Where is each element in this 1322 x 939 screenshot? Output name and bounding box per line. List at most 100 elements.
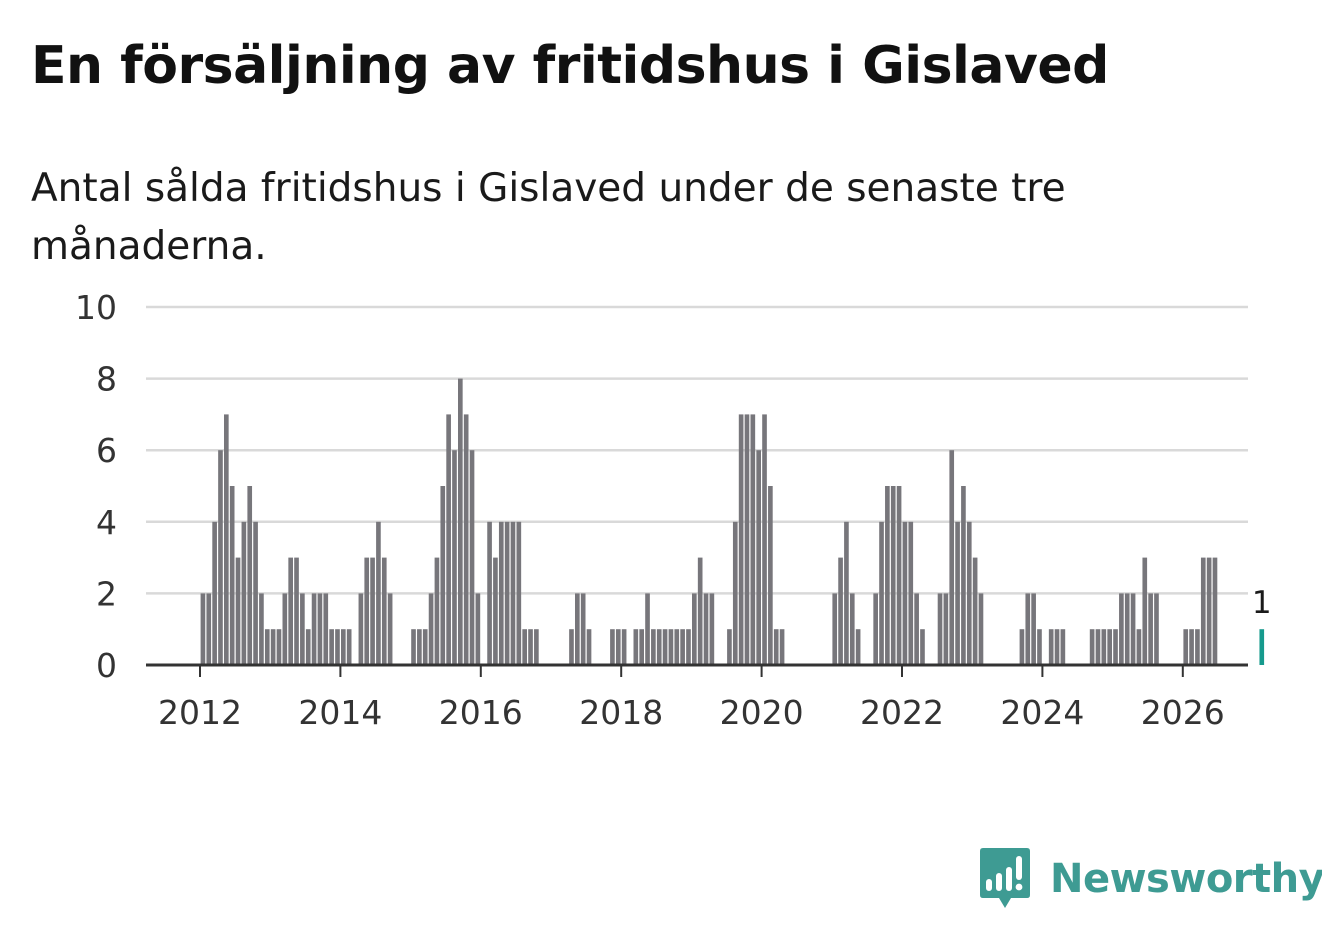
bar (966, 521, 972, 665)
bar (972, 557, 978, 665)
bar (498, 521, 504, 665)
bar (873, 593, 878, 665)
bar (645, 593, 650, 665)
bar (276, 629, 282, 665)
bar (335, 629, 340, 665)
y-tick-label: 10 (75, 288, 117, 327)
bar (569, 629, 574, 665)
bar (779, 629, 785, 665)
x-tick-label: 2016 (439, 693, 523, 732)
bar (756, 450, 761, 665)
y-tick-label: 4 (96, 503, 117, 542)
bar (294, 557, 299, 665)
bar (212, 521, 217, 665)
bar (264, 629, 270, 665)
x-tick-label: 2022 (860, 693, 944, 732)
bar (697, 557, 703, 665)
bar (300, 593, 305, 665)
bar (639, 629, 644, 665)
bar (738, 414, 744, 665)
bar (1089, 629, 1095, 665)
bar (1095, 629, 1101, 665)
bar (1195, 629, 1200, 665)
bar (703, 593, 709, 665)
bar (668, 629, 674, 665)
bar (487, 521, 492, 665)
bar (914, 593, 919, 665)
bar (896, 486, 902, 665)
bar (744, 414, 750, 665)
bar (224, 414, 229, 665)
bar (504, 521, 510, 665)
x-tick-label: 2018 (579, 693, 663, 732)
bar (475, 593, 481, 665)
bar (1206, 557, 1212, 665)
bar (615, 629, 621, 665)
bar (920, 629, 925, 665)
bar (259, 593, 264, 665)
bar-chart: 0 2 4 6 8 10 1 2012 2014 2016 2018 2020 2022 2024 2026 (75, 288, 1272, 732)
y-tick-label: 6 (96, 431, 117, 470)
bar (885, 486, 890, 665)
x-tick-label: 2026 (1141, 693, 1225, 732)
brand-name: Newsworthy (1050, 856, 1322, 902)
bar (1189, 629, 1194, 665)
bar (651, 629, 656, 665)
bar (270, 629, 276, 665)
bar (463, 414, 469, 665)
bar (1025, 593, 1031, 665)
bar (434, 557, 440, 665)
bar (376, 521, 381, 665)
bar (727, 629, 732, 665)
bar (1019, 629, 1025, 665)
bar (534, 629, 539, 665)
x-tick-label: 2024 (1000, 693, 1084, 732)
bar (662, 629, 668, 665)
x-tick-label: 2012 (158, 693, 242, 732)
bar (341, 629, 346, 665)
bar (346, 629, 352, 665)
bar (317, 593, 323, 665)
bar (1148, 593, 1153, 665)
bar (200, 593, 206, 665)
bar (282, 593, 288, 665)
chart-subtitle: Antal sålda fritidshus i Gislaved under … (31, 166, 1066, 269)
brand: Newsworthy (980, 846, 1322, 912)
bar (732, 521, 738, 665)
bar (686, 629, 691, 665)
bar (955, 521, 960, 665)
bar (428, 593, 434, 665)
bar (387, 593, 393, 665)
bar (1107, 629, 1112, 665)
bar (656, 629, 662, 665)
bar (458, 378, 463, 665)
bar (949, 450, 955, 665)
bar (580, 593, 586, 665)
bar (1113, 629, 1118, 665)
bar (218, 450, 223, 665)
bar (961, 486, 966, 665)
bar (247, 486, 253, 665)
bar (510, 521, 516, 665)
bar (692, 593, 697, 665)
x-tick-label: 2020 (720, 693, 804, 732)
bars (200, 378, 1265, 665)
axes: 0 2 4 6 8 10 1 2012 2014 2016 2018 2020 2022 2024 2026 (75, 288, 1272, 732)
bar (1101, 629, 1107, 665)
bar (674, 629, 680, 665)
bar (750, 414, 756, 665)
bar (586, 629, 592, 665)
bar (879, 521, 884, 665)
bar (621, 629, 627, 665)
bar (516, 521, 522, 665)
bar (253, 521, 258, 665)
chart-title: En försäljning av fritidshus i Gislaved (31, 36, 1109, 96)
bar (417, 629, 422, 665)
bar (440, 486, 446, 665)
bar (1124, 593, 1130, 665)
bar (768, 486, 773, 665)
bar (241, 521, 247, 665)
bar (323, 593, 329, 665)
bar (1060, 629, 1066, 665)
y-tick-label: 0 (96, 646, 117, 685)
